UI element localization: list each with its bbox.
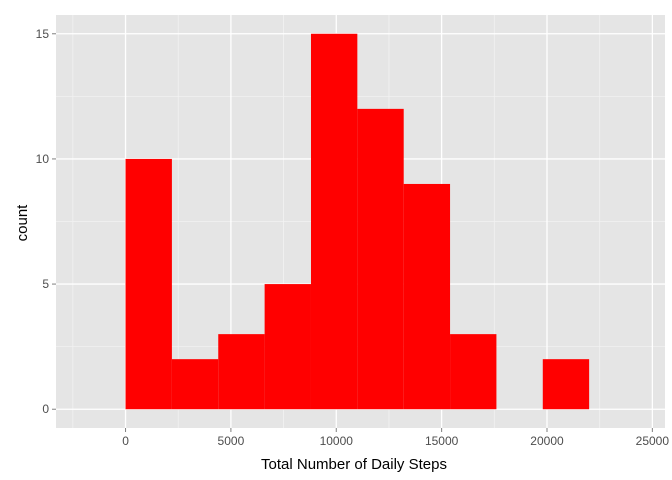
histogram-bar bbox=[542, 359, 590, 410]
histogram-bar bbox=[310, 33, 358, 410]
histogram-bar bbox=[218, 334, 265, 410]
histogram-bar bbox=[125, 158, 172, 410]
bars bbox=[125, 33, 590, 410]
y-tick-label: 0 bbox=[42, 402, 49, 416]
x-axis-title: Total Number of Daily Steps bbox=[261, 456, 447, 473]
histogram-bar bbox=[171, 359, 219, 410]
x-tick-label: 15000 bbox=[425, 434, 459, 448]
histogram-bar bbox=[357, 108, 404, 410]
y-axis-ticks: 0 5 10 15 bbox=[36, 27, 56, 416]
histogram-bar bbox=[450, 334, 497, 410]
histogram-bar bbox=[264, 284, 311, 410]
y-tick-label: 10 bbox=[36, 152, 50, 166]
y-tick-label: 15 bbox=[36, 27, 50, 41]
histogram-bar bbox=[403, 183, 451, 410]
x-tick-label: 25000 bbox=[636, 434, 670, 448]
x-tick-label: 0 bbox=[122, 434, 129, 448]
x-tick-label: 5000 bbox=[218, 434, 245, 448]
x-tick-label: 10000 bbox=[320, 434, 354, 448]
y-tick-label: 5 bbox=[42, 277, 49, 291]
y-axis-title: count bbox=[14, 204, 31, 242]
x-tick-label: 20000 bbox=[530, 434, 564, 448]
x-axis-ticks: 0 5000 10000 15000 20000 25000 bbox=[122, 428, 669, 448]
